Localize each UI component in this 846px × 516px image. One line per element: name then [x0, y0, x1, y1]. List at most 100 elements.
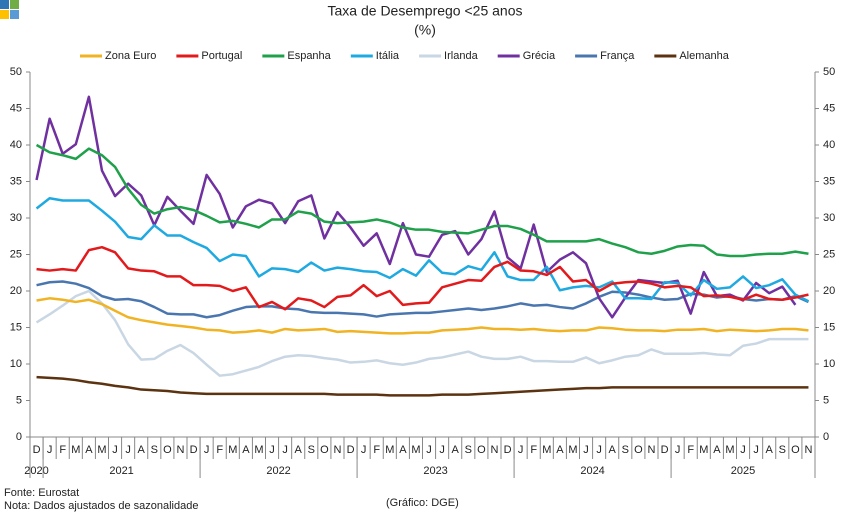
year-label: 2022 [266, 465, 290, 477]
y2-tick-label: 20 [823, 285, 835, 297]
x-tick-label: S [151, 444, 158, 456]
x-tick-label: J [361, 444, 367, 456]
x-tick-label: J [518, 444, 524, 456]
year-label: 2024 [580, 465, 604, 477]
x-tick-label: J [439, 444, 445, 456]
y-tick-label: 45 [10, 102, 22, 114]
x-tick-label: S [622, 444, 629, 456]
series-line [35, 95, 797, 319]
x-tick-label: D [661, 444, 669, 456]
legend-label: Espanha [287, 50, 331, 62]
x-tick-label: J [596, 444, 602, 456]
y2-tick-label: 5 [823, 394, 829, 406]
y2-tick-label: 30 [823, 212, 835, 224]
x-tick-label: F [373, 444, 380, 456]
y-tick-label: 20 [10, 285, 22, 297]
x-tick-label: A [766, 444, 774, 456]
y-tick-label: 15 [10, 321, 22, 333]
x-tick-label: J [269, 444, 275, 456]
source: Fonte: Eurostat [4, 487, 79, 499]
x-tick-label: D [504, 444, 512, 456]
x-tick-label: M [385, 444, 394, 456]
x-tick-label: N [490, 444, 498, 456]
x-tick-label: F [59, 444, 66, 456]
x-tick-label: J [583, 444, 589, 456]
y2-tick-label: 15 [823, 321, 835, 333]
x-tick-label: N [176, 444, 184, 456]
y2-tick-label: 35 [823, 175, 835, 187]
legend-label: Irlanda [444, 50, 479, 62]
x-tick-label: F [687, 444, 694, 456]
x-tick-label: A [452, 444, 460, 456]
x-tick-label: O [163, 444, 172, 456]
x-tick-label: O [634, 444, 643, 456]
x-tick-label: O [477, 444, 486, 456]
series-line [36, 245, 809, 311]
credit: (Gráfico: DGE) [386, 497, 459, 509]
x-tick-label: D [33, 444, 41, 456]
x-tick-label: D [190, 444, 198, 456]
x-tick-label: J [675, 444, 681, 456]
y-tick-label: 40 [10, 139, 22, 151]
series-line [35, 143, 809, 258]
x-tick-label: O [791, 444, 800, 456]
legend-label: Portugal [201, 50, 242, 62]
chart-subtitle: (%) [414, 22, 436, 38]
x-tick-label: S [465, 444, 472, 456]
x-tick-label: J [740, 444, 746, 456]
note: Nota: Dados ajustados de sazonalidade [4, 500, 198, 512]
y-tick-label: 50 [10, 66, 22, 78]
y2-tick-label: 25 [823, 248, 835, 260]
legend-label: Zona Euro [105, 50, 156, 62]
y2-tick-label: 50 [823, 66, 835, 78]
x-tick-label: J [282, 444, 288, 456]
x-tick-label: J [47, 444, 53, 456]
y2-tick-label: 0 [823, 431, 829, 443]
legend-label: França [600, 50, 635, 62]
x-tick-label: M [725, 444, 734, 456]
x-tick-label: A [138, 444, 146, 456]
x-tick-label: N [804, 444, 812, 456]
y-tick-label: 10 [10, 358, 22, 370]
x-tick-label: M [228, 444, 237, 456]
x-tick-label: M [542, 444, 551, 456]
x-tick-label: M [568, 444, 577, 456]
legend-label: Alemanha [679, 50, 729, 62]
x-tick-label: J [426, 444, 432, 456]
x-tick-label: N [647, 444, 655, 456]
y-tick-label: 0 [16, 431, 22, 443]
x-tick-label: J [753, 444, 759, 456]
y-tick-label: 25 [10, 248, 22, 260]
x-tick-label: M [97, 444, 106, 456]
x-tick-label: A [399, 444, 407, 456]
x-tick-label: A [295, 444, 303, 456]
x-tick-label: A [85, 444, 93, 456]
legend-label: Itália [376, 50, 400, 62]
x-tick-label: J [112, 444, 118, 456]
year-label: 2023 [423, 465, 447, 477]
x-tick-label: A [242, 444, 250, 456]
x-tick-label: S [308, 444, 315, 456]
x-tick-label: M [71, 444, 80, 456]
year-label: 2021 [109, 465, 133, 477]
x-tick-label: A [556, 444, 564, 456]
x-tick-label: F [530, 444, 537, 456]
x-tick-label: J [125, 444, 131, 456]
logo [0, 0, 19, 19]
series-line [35, 289, 809, 377]
x-tick-label: M [254, 444, 263, 456]
year-label: 2025 [731, 465, 755, 477]
chart-title: Taxa de Desemprego <25 anos [328, 3, 523, 19]
y2-tick-label: 40 [823, 139, 835, 151]
series-line [36, 375, 809, 397]
x-tick-label: F [216, 444, 223, 456]
x-tick-label: A [609, 444, 617, 456]
y2-tick-label: 45 [823, 102, 835, 114]
year-label: 2020 [24, 465, 48, 477]
x-tick-label: J [204, 444, 210, 456]
y-tick-label: 30 [10, 212, 22, 224]
x-tick-label: S [779, 444, 786, 456]
x-tick-label: M [411, 444, 420, 456]
y2-tick-label: 10 [823, 358, 835, 370]
